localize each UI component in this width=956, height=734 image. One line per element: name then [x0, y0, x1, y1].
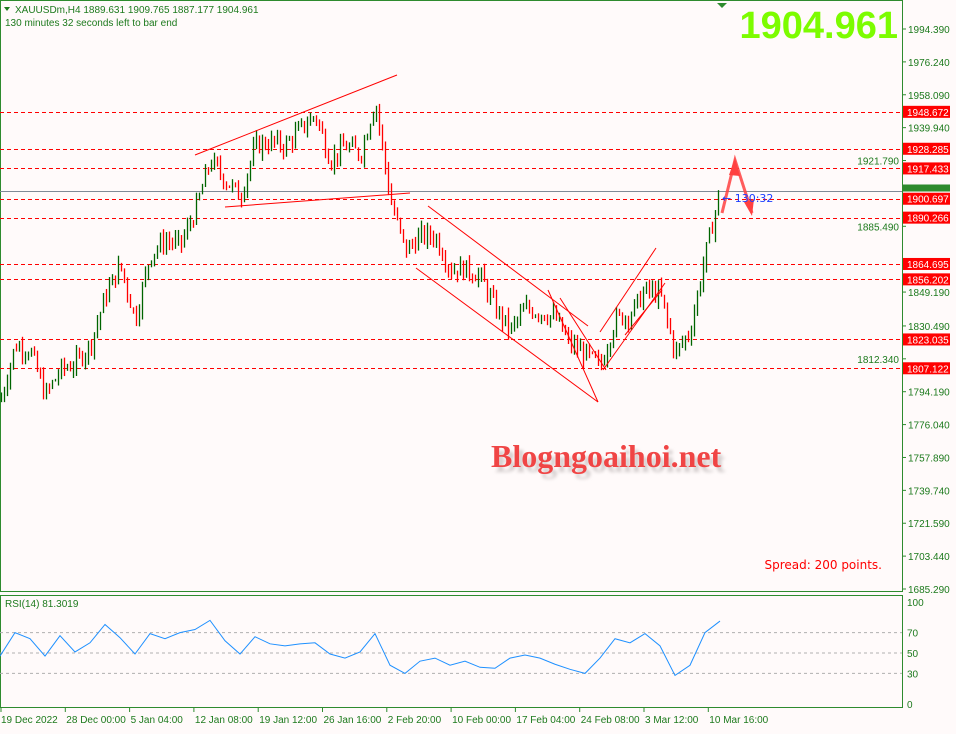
level-price-label: 1823.035 [907, 335, 949, 346]
level-price-tag [903, 162, 950, 175]
level-price-label: 1928.285 [907, 145, 949, 156]
time-tick-label: 10 Feb 00:00 [452, 715, 511, 726]
watermark: Blogngoaihoi.net [491, 438, 722, 474]
level-price-tag [903, 333, 950, 346]
trend-line [602, 282, 666, 371]
price-tick-label: 1776.040 [908, 421, 950, 432]
price-tick-label: 1794.190 [908, 388, 950, 399]
time-tick-label: 12 Jan 08:00 [195, 715, 253, 726]
spread-text: Spread: 200 points. [764, 558, 882, 572]
trend-line [194, 74, 398, 156]
price-tick-label: 1958.090 [908, 91, 950, 102]
trend-line [599, 247, 657, 333]
symbol-info: XAUUSDm,H4 1889.631 1909.765 1887.177 19… [15, 5, 259, 16]
time-tick-label: 24 Feb 08:00 [581, 715, 640, 726]
level-price-label: 1864.695 [907, 260, 949, 271]
time-tick-label: 19 Jan 12:00 [259, 715, 317, 726]
scroll-marker-icon[interactable] [717, 3, 727, 8]
time-tick-label: 10 Mar 16:00 [709, 715, 768, 726]
time-tick-label: 26 Jan 16:00 [324, 715, 382, 726]
trend-line [415, 267, 599, 403]
main-pane-frame [0, 0, 903, 592]
rsi-tick-label: 100 [907, 598, 924, 609]
rsi-line [0, 619, 721, 677]
rsi-label: RSI(14) 81.3019 [5, 599, 79, 610]
price-tick-label: 1703.440 [908, 552, 950, 563]
time-tick-label: 2 Feb 20:00 [388, 715, 442, 726]
level-price-tag [903, 192, 950, 205]
time-tick-label: 17 Feb 04:00 [516, 715, 575, 726]
level-price-tag [903, 257, 950, 270]
price-tick-label: 1812.340 [857, 355, 899, 366]
level-price-label: 1856.202 [907, 275, 949, 286]
price-tick-label: 1830.490 [908, 322, 950, 333]
level-price-tag [903, 105, 950, 118]
price-tick-label: 1885.490 [857, 222, 899, 233]
price-tick-label: 1757.890 [908, 453, 950, 464]
price-tick-label: 1739.740 [908, 486, 950, 497]
collapse-triangle-icon[interactable] [4, 7, 10, 11]
rsi-tick-label: 30 [907, 669, 919, 680]
current-price-tag [903, 184, 950, 192]
time-tick-label: 5 Jan 04:00 [131, 715, 184, 726]
rsi-tick-label: 0 [907, 700, 913, 711]
time-tick-label: 19 Dec 2022 [1, 715, 58, 726]
price-tick-label: 1921.790 [857, 157, 899, 168]
level-price-tag [903, 273, 950, 286]
level-price-tag [903, 211, 950, 224]
level-price-label: 1807.122 [907, 364, 949, 375]
trend-line [547, 289, 599, 403]
arrow-up-head-icon [729, 158, 740, 176]
bar-timer-info: 130 minutes 32 seconds left to bar end [5, 18, 177, 29]
time-tick-label: 3 Mar 12:00 [645, 715, 699, 726]
price-tick-label: 1976.240 [908, 58, 950, 69]
price-tick-label: 1994.390 [908, 25, 950, 36]
price-tick-label: 1721.590 [908, 519, 950, 530]
arrow-down-head-icon [744, 199, 754, 216]
price-tick-label: 1939.940 [908, 124, 950, 135]
level-price-label: 1900.697 [907, 195, 949, 206]
rsi-pane-frame [0, 595, 903, 708]
level-price-label: 1948.672 [907, 108, 949, 119]
trend-line [559, 297, 607, 371]
rsi-tick-label: 70 [907, 629, 919, 640]
level-price-tag [903, 362, 950, 375]
bar-countdown: ← 130:32 [722, 192, 773, 205]
big-price: 1904.961 [740, 5, 899, 47]
level-price-label: 1890.266 [907, 214, 949, 225]
price-tick-label: 1685.290 [908, 585, 950, 596]
time-tick-label: 28 Dec 00:00 [66, 715, 126, 726]
rsi-tick-label: 50 [907, 649, 919, 660]
trend-line [624, 289, 663, 336]
level-price-label: 1917.433 [907, 164, 949, 175]
trend-line [427, 205, 589, 327]
price-tick-label: 1849.190 [908, 288, 950, 299]
trend-line [224, 192, 411, 208]
level-price-tag [903, 142, 950, 155]
